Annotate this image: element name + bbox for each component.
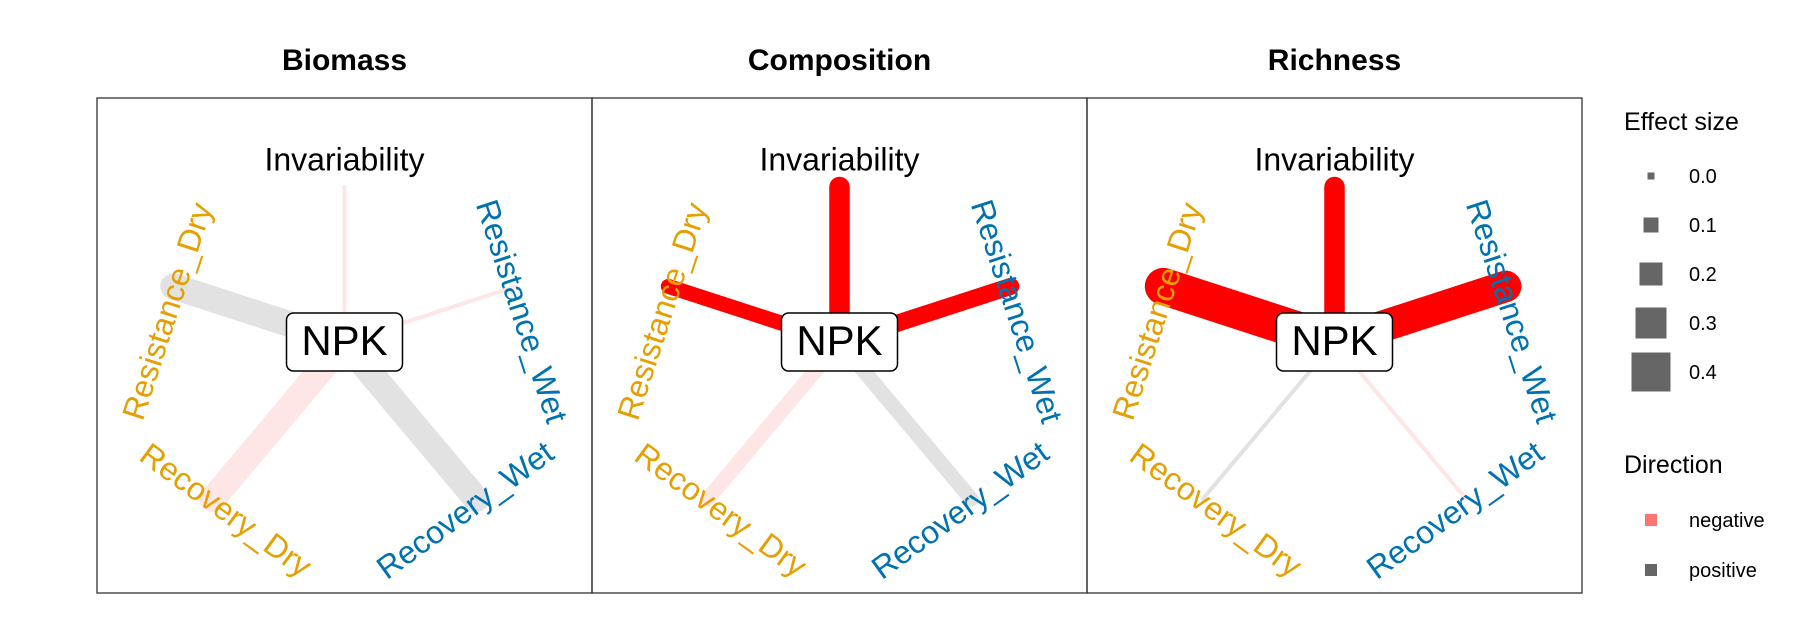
center-node-box xyxy=(285,312,404,372)
legend-size-label: 0.1 xyxy=(1689,215,1717,237)
axis-label-recovery-wet: Recovery_Wet xyxy=(370,434,561,586)
legend-size-key xyxy=(1635,307,1667,339)
legend-direction-label-positive: positive xyxy=(1689,560,1757,582)
axis-label-recovery-dry: Recovery_Dry xyxy=(1123,436,1308,584)
axis-label-recovery-wet: Recovery_Wet xyxy=(1360,434,1551,586)
legend-size-key xyxy=(1643,217,1659,233)
panel-title: Biomass xyxy=(282,44,407,77)
center-node-box xyxy=(780,312,899,372)
panel-title: Composition xyxy=(748,44,931,77)
panel-composition: CompositionInvariabilityResistance_WetRe… xyxy=(591,44,1088,594)
panel-richness: RichnessInvariabilityResistance_WetRecov… xyxy=(1086,44,1583,594)
legend-size-label: 0.2 xyxy=(1689,264,1717,286)
legend-direction-key-positive xyxy=(1645,564,1657,576)
legend-size-key xyxy=(1647,172,1655,180)
legend-effect-size-title: Effect size xyxy=(1624,108,1739,136)
legend-size-key xyxy=(1631,352,1671,392)
center-node-label: NPK xyxy=(1291,317,1377,364)
panel-title: Richness xyxy=(1268,44,1401,77)
axis-label-resistance-wet: Resistance_Wet xyxy=(469,195,575,427)
center-node-box xyxy=(1275,312,1394,372)
axis-label-invariability: Invariability xyxy=(1254,141,1414,177)
panel-biomass: BiomassInvariabilityResistance_WetRecove… xyxy=(96,44,593,594)
legend-direction-label-negative: negative xyxy=(1689,510,1765,532)
axis-label-recovery-dry: Recovery_Dry xyxy=(133,436,318,584)
center-node-label: NPK xyxy=(796,317,882,364)
legend-size-key xyxy=(1639,262,1663,286)
center-node-label: NPK xyxy=(301,317,387,364)
axis-label-recovery-dry: Recovery_Dry xyxy=(628,436,813,584)
panels: BiomassInvariabilityResistance_WetRecove… xyxy=(96,44,1583,594)
legend-direction-key-negative xyxy=(1645,514,1657,526)
axis-label-resistance-dry: Resistance_Dry xyxy=(115,198,219,424)
legend: Effect size 0.0 0.1 0.2 0.3 0.4 Direction ne… xyxy=(1624,108,1765,582)
axis-label-invariability: Invariability xyxy=(759,141,919,177)
axis-label-recovery-wet: Recovery_Wet xyxy=(865,434,1056,586)
legend-size-label: 0.3 xyxy=(1689,313,1717,335)
panel-frame xyxy=(1086,97,1583,594)
legend-direction-title: Direction xyxy=(1624,451,1723,479)
axis-label-invariability: Invariability xyxy=(264,141,424,177)
legend-size-label: 0.4 xyxy=(1689,362,1717,384)
legend-size-label: 0.0 xyxy=(1689,166,1717,188)
axis-label-resistance-dry: Resistance_Dry xyxy=(610,198,714,424)
axis-label-resistance-wet: Resistance_Wet xyxy=(964,195,1070,427)
